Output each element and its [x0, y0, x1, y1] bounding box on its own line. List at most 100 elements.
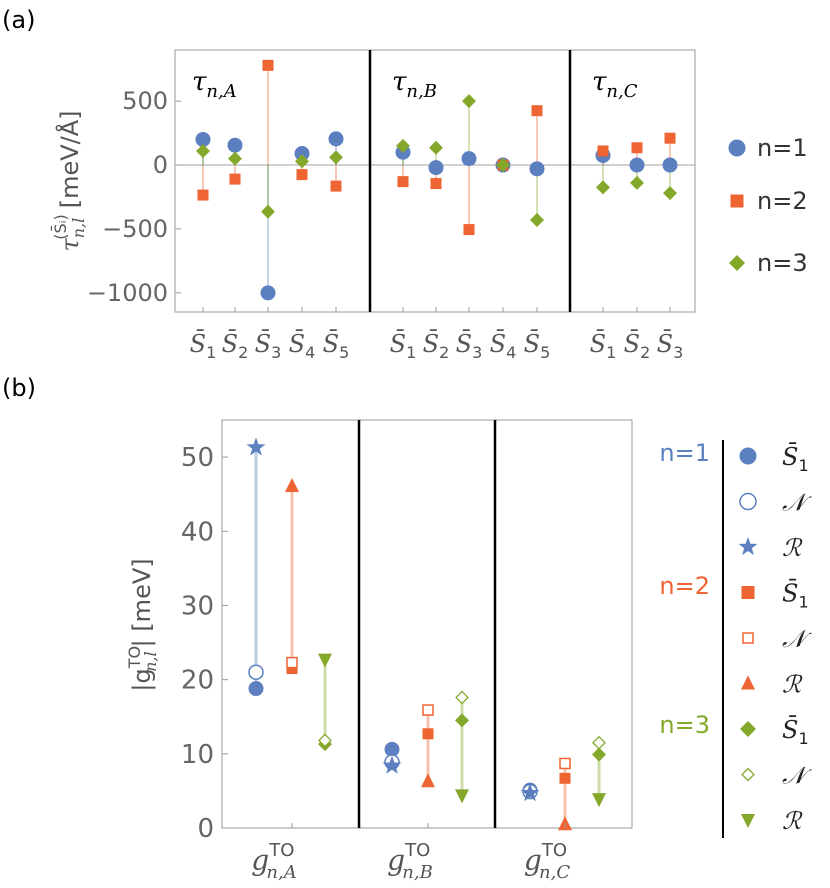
legend-b-symbol: 𝒩 [782, 625, 812, 653]
point-a-n=2-n,A-S̄2 [229, 173, 241, 185]
point-a-n=3-n,C-S̄2 [630, 175, 644, 190]
category-label-b: gTO n,B [387, 840, 433, 883]
category-label-a: S̄1 [190, 330, 217, 362]
point-a-n=2-n,B-S̄5 [531, 105, 543, 117]
point-a-n=2-n,B-S̄3 [463, 224, 475, 236]
category-label-a: S̄5 [524, 330, 551, 362]
group-title-a-3: τn,C [592, 67, 638, 102]
point-a-n=3-n,A-S̄2 [228, 151, 242, 166]
category-label-a: S̄2 [423, 330, 450, 362]
ytick-label-b: 50 [181, 443, 214, 473]
category-label-a: S̄4 [490, 330, 517, 362]
point-a-n=2-n,B-S̄1 [397, 176, 409, 188]
legend-b-marker [741, 586, 755, 599]
point-a-n=3-n,A-S̄3 [261, 204, 275, 219]
legend-b-symbol: 𝒩 [782, 762, 812, 790]
legend-b-marker [739, 492, 757, 511]
legend-b-marker [741, 814, 755, 828]
ylabel-b-main: |g [128, 668, 156, 691]
panel-b-ylabel: |gTOn,l | [meV] [125, 558, 160, 691]
ytick-label-a: −1000 [87, 279, 168, 307]
ylabel-b-sup: TO [125, 646, 144, 669]
point-b-n=1-R-n,A [246, 437, 266, 456]
point-b-n=2-R-n,B [421, 773, 435, 788]
ylabel-a-sup: (S̄ᵢ) [51, 214, 70, 240]
point-b-n=3-R-n,C [592, 793, 606, 808]
point-a-n=3-n,B-S̄1 [396, 138, 410, 153]
ylabel-a-sub: n,l [69, 218, 88, 239]
legend-b-marker [742, 632, 754, 644]
ylabel-b-sub: n,l [141, 651, 160, 672]
point-b-n=1-S1-n,A [248, 681, 264, 697]
point-b-n=2-N-n,B [422, 704, 434, 716]
point-a-n=3-n,B-S̄5 [530, 212, 544, 227]
category-label-a: S̄5 [323, 330, 350, 362]
legend-a-label: n=3 [757, 249, 808, 277]
point-b-n=3-S1-n,B [455, 713, 469, 728]
point-a-n=1-n,C-S̄3 [662, 157, 678, 173]
ytick-label-b: 40 [181, 517, 214, 547]
group-title-a-1: τn,A [192, 67, 237, 102]
panel-b-label: (b) [2, 374, 36, 402]
point-b-n=3-N-n,C [592, 735, 606, 750]
category-label-a: S̄3 [456, 330, 483, 362]
legend-b-symbol: S̄1 [782, 579, 809, 611]
legend-b-group-n=2: n=2 [659, 572, 710, 600]
group-title-a-2: τn,B [392, 67, 437, 102]
point-b-n=3-N-n,B [455, 690, 469, 705]
ytick-label-a: 500 [122, 87, 168, 115]
legend-a-label: n=2 [757, 187, 808, 215]
point-a-n=2-n,A-S̄3 [262, 59, 274, 71]
ylabel-a-main: τ [56, 238, 84, 252]
point-b-n=2-S1-n,C [559, 772, 571, 784]
category-label-a: S̄1 [390, 330, 417, 362]
panel-b-frame [221, 419, 633, 829]
point-b-n=2-N-n,C [559, 757, 571, 770]
legend-b-symbol: ℛ [782, 807, 803, 835]
ytick-label-b: 0 [197, 814, 214, 844]
legend-b-symbol: 𝒩 [782, 489, 812, 517]
point-a-n=2-n,C-S̄3 [664, 132, 676, 144]
point-a-n=3-n,B-S̄4 [496, 158, 510, 173]
legend-b-symbol: ℛ [782, 671, 803, 699]
legend-b-marker [739, 447, 757, 465]
point-b-n=1-S1-n,B [384, 741, 400, 757]
category-label-b: gTO n,A [251, 840, 296, 883]
svg-text:|gTOn,l| [meV]: |gTOn,l | [meV] [125, 558, 160, 691]
point-a-n=2-n,B-S̄2 [430, 178, 442, 190]
panel-a-ylabel: τn,l(S̄ᵢ) [meV/Å] [51, 110, 88, 251]
legend-a-marker-n=3 [729, 255, 745, 271]
point-a-n=1-n,B-S̄5 [529, 161, 545, 177]
point-a-n=2-n,A-S̄5 [330, 180, 342, 192]
point-a-n=2-n,C-S̄1 [597, 145, 609, 157]
point-a-n=1-n,B-S̄2 [428, 160, 444, 176]
legend-b-symbol: S̄1 [782, 443, 809, 475]
category-label-a: S̄4 [289, 330, 316, 362]
svg-text:τn,l(S̄ᵢ)[meV/Å]: τn,l(S̄ᵢ) [meV/Å] [51, 110, 88, 251]
point-b-n=2-R-n,A [285, 478, 299, 493]
point-a-n=2-n,A-S̄4 [296, 169, 308, 181]
legend-b-marker [741, 767, 755, 782]
point-b-n=2-S1-n,B [422, 728, 434, 740]
panel-b: 0 10 20 30 40 50 gTO n,A gTO n,B gTO n,C |gTOn,l | … [125, 419, 812, 883]
point-a-n=1-n,A-S̄1 [195, 131, 211, 147]
panel-a-label: (a) [2, 6, 35, 34]
ytick-label-b: 10 [181, 740, 214, 770]
point-a-n=1-n,C-S̄2 [629, 157, 645, 173]
point-a-n=1-n,A-S̄4 [294, 146, 310, 162]
point-a-n=1-n,A-S̄5 [328, 131, 344, 147]
legend-b-symbol: ℛ [782, 534, 803, 562]
legend-b-group-n=1: n=1 [659, 439, 710, 467]
category-label-a: S̄2 [624, 330, 651, 362]
ylabel-a-unit: [meV/Å] [55, 110, 84, 208]
ytick-label-b: 30 [181, 591, 214, 621]
ytick-label-a: −500 [102, 215, 168, 243]
ytick-label-a: 0 [153, 151, 168, 179]
legend-a-marker-n=2 [730, 194, 744, 208]
point-a-n=3-n,C-S̄1 [596, 180, 610, 195]
ylabel-b-unit: | [meV] [128, 558, 156, 647]
category-label-a: S̄3 [255, 330, 282, 362]
ytick-label-b: 20 [181, 666, 214, 696]
category-label-a: S̄3 [657, 330, 684, 362]
